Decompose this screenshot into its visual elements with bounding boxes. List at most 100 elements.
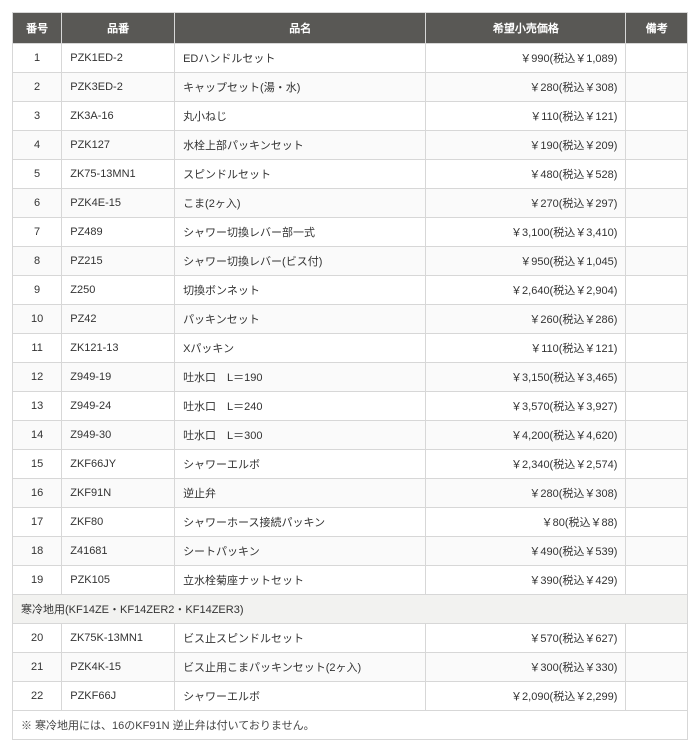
cell-name: 吐水口 L＝190 bbox=[175, 363, 426, 392]
cell-name: シャワー切換レバー部一式 bbox=[175, 218, 426, 247]
cell-num: 13 bbox=[13, 392, 62, 421]
cell-note bbox=[626, 44, 688, 73]
cell-num: 17 bbox=[13, 508, 62, 537]
footnote-row: ※ 寒冷地用には、16のKF91N 逆止弁は付いておりません。 bbox=[13, 711, 688, 740]
cell-name: ビス止スピンドルセット bbox=[175, 624, 426, 653]
cell-code: ZKF91N bbox=[62, 479, 175, 508]
table-row: 15ZKF66JYシャワーエルボ￥2,340(税込￥2,574) bbox=[13, 450, 688, 479]
cell-code: Z250 bbox=[62, 276, 175, 305]
cell-code: Z949-24 bbox=[62, 392, 175, 421]
cell-name: 丸小ねじ bbox=[175, 102, 426, 131]
cell-price: ￥280(税込￥308) bbox=[426, 73, 626, 102]
table-row: 4PZK127水栓上部パッキンセット￥190(税込￥209) bbox=[13, 131, 688, 160]
cell-note bbox=[626, 73, 688, 102]
cell-price: ￥480(税込￥528) bbox=[426, 160, 626, 189]
cell-code: PZK105 bbox=[62, 566, 175, 595]
cell-note bbox=[626, 566, 688, 595]
cell-num: 15 bbox=[13, 450, 62, 479]
cell-note bbox=[626, 450, 688, 479]
table-row: 20ZK75K-13MN1ビス止スピンドルセット￥570(税込￥627) bbox=[13, 624, 688, 653]
cell-name: シャワーエルボ bbox=[175, 450, 426, 479]
cell-price: ￥260(税込￥286) bbox=[426, 305, 626, 334]
cell-price: ￥270(税込￥297) bbox=[426, 189, 626, 218]
cell-note bbox=[626, 479, 688, 508]
cell-name: スピンドルセット bbox=[175, 160, 426, 189]
cell-note bbox=[626, 131, 688, 160]
cell-price: ￥390(税込￥429) bbox=[426, 566, 626, 595]
cell-code: ZK75K-13MN1 bbox=[62, 624, 175, 653]
cell-num: 20 bbox=[13, 624, 62, 653]
cell-code: PZK4K-15 bbox=[62, 653, 175, 682]
table-row: 6PZK4E-15こま(2ヶ入)￥270(税込￥297) bbox=[13, 189, 688, 218]
table-row: 17ZKF80シャワーホース接続パッキン￥80(税込￥88) bbox=[13, 508, 688, 537]
table-row: 2PZK3ED-2キャップセット(湯・水)￥280(税込￥308) bbox=[13, 73, 688, 102]
table-row: 9Z250切換ボンネット￥2,640(税込￥2,904) bbox=[13, 276, 688, 305]
cell-num: 6 bbox=[13, 189, 62, 218]
cell-note bbox=[626, 624, 688, 653]
cell-code: Z949-30 bbox=[62, 421, 175, 450]
cell-price: ￥570(税込￥627) bbox=[426, 624, 626, 653]
header-row: 番号 品番 品名 希望小売価格 備考 bbox=[13, 13, 688, 44]
cell-price: ￥2,340(税込￥2,574) bbox=[426, 450, 626, 479]
cell-price: ￥3,570(税込￥3,927) bbox=[426, 392, 626, 421]
cell-note bbox=[626, 189, 688, 218]
table-row: 16ZKF91N逆止弁￥280(税込￥308) bbox=[13, 479, 688, 508]
cell-note bbox=[626, 363, 688, 392]
cell-price: ￥3,150(税込￥3,465) bbox=[426, 363, 626, 392]
cell-price: ￥3,100(税込￥3,410) bbox=[426, 218, 626, 247]
cell-code: PZ489 bbox=[62, 218, 175, 247]
cell-price: ￥190(税込￥209) bbox=[426, 131, 626, 160]
cell-num: 2 bbox=[13, 73, 62, 102]
cell-price: ￥490(税込￥539) bbox=[426, 537, 626, 566]
cell-num: 7 bbox=[13, 218, 62, 247]
cell-code: PZ215 bbox=[62, 247, 175, 276]
cell-code: Z949-19 bbox=[62, 363, 175, 392]
cell-name: シートパッキン bbox=[175, 537, 426, 566]
parts-table: 番号 品番 品名 希望小売価格 備考 1PZK1ED-2EDハンドルセット￥99… bbox=[12, 12, 688, 740]
table-row: 1PZK1ED-2EDハンドルセット￥990(税込￥1,089) bbox=[13, 44, 688, 73]
cell-code: ZK121-13 bbox=[62, 334, 175, 363]
cell-name: キャップセット(湯・水) bbox=[175, 73, 426, 102]
header-price: 希望小売価格 bbox=[426, 13, 626, 44]
cell-note bbox=[626, 334, 688, 363]
cell-name: 立水栓菊座ナットセット bbox=[175, 566, 426, 595]
header-code: 品番 bbox=[62, 13, 175, 44]
cell-name: 切換ボンネット bbox=[175, 276, 426, 305]
cell-note bbox=[626, 421, 688, 450]
cell-num: 10 bbox=[13, 305, 62, 334]
cell-price: ￥110(税込￥121) bbox=[426, 102, 626, 131]
cell-num: 5 bbox=[13, 160, 62, 189]
cell-code: PZK3ED-2 bbox=[62, 73, 175, 102]
table-row: 22PZKF66Jシャワーエルボ￥2,090(税込￥2,299) bbox=[13, 682, 688, 711]
cell-price: ￥80(税込￥88) bbox=[426, 508, 626, 537]
cell-price: ￥950(税込￥1,045) bbox=[426, 247, 626, 276]
table-row: 19PZK105立水栓菊座ナットセット￥390(税込￥429) bbox=[13, 566, 688, 595]
table-row: 3ZK3A-16丸小ねじ￥110(税込￥121) bbox=[13, 102, 688, 131]
cell-note bbox=[626, 102, 688, 131]
cell-note bbox=[626, 537, 688, 566]
cell-note bbox=[626, 653, 688, 682]
cell-code: PZ42 bbox=[62, 305, 175, 334]
header-note: 備考 bbox=[626, 13, 688, 44]
table-row: 5ZK75-13MN1スピンドルセット￥480(税込￥528) bbox=[13, 160, 688, 189]
table-row: 11ZK121-13Xパッキン￥110(税込￥121) bbox=[13, 334, 688, 363]
cell-code: PZK127 bbox=[62, 131, 175, 160]
cell-name: こま(2ヶ入) bbox=[175, 189, 426, 218]
cell-name: シャワーエルボ bbox=[175, 682, 426, 711]
cell-price: ￥990(税込￥1,089) bbox=[426, 44, 626, 73]
cell-price: ￥2,090(税込￥2,299) bbox=[426, 682, 626, 711]
header-name: 品名 bbox=[175, 13, 426, 44]
cell-code: ZKF80 bbox=[62, 508, 175, 537]
section-label: 寒冷地用(KF14ZE・KF14ZER2・KF14ZER3) bbox=[13, 595, 688, 624]
table-row: 14Z949-30吐水口 L＝300￥4,200(税込￥4,620) bbox=[13, 421, 688, 450]
cell-note bbox=[626, 160, 688, 189]
cell-price: ￥110(税込￥121) bbox=[426, 334, 626, 363]
cell-num: 19 bbox=[13, 566, 62, 595]
table-row: 10PZ42パッキンセット￥260(税込￥286) bbox=[13, 305, 688, 334]
cell-price: ￥4,200(税込￥4,620) bbox=[426, 421, 626, 450]
cell-name: シャワー切換レバー(ビス付) bbox=[175, 247, 426, 276]
cell-name: Xパッキン bbox=[175, 334, 426, 363]
cell-price: ￥300(税込￥330) bbox=[426, 653, 626, 682]
cell-code: PZK1ED-2 bbox=[62, 44, 175, 73]
table-row: 13Z949-24吐水口 L＝240￥3,570(税込￥3,927) bbox=[13, 392, 688, 421]
